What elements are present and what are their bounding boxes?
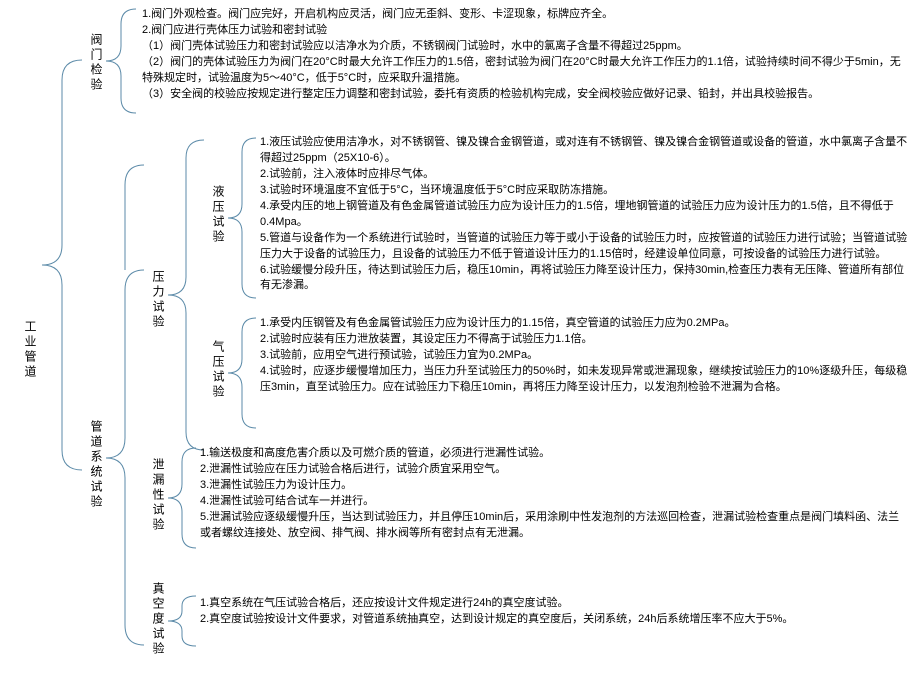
- pneu-l3: 3.试验前，应用空气进行预试验，试验压力宜为0.2MPa。: [260, 348, 910, 364]
- leak-content: 1.输送极度和高度危害介质以及可燃介质的管道，必须进行泄漏性试验。 2.泄漏性试…: [200, 446, 910, 542]
- pneu-l1: 1.承受内压钢管及有色金属管试验压力应为设计压力的1.15倍，真空管道的试验压力…: [260, 316, 910, 332]
- hydro-l3: 3.试验时环境温度不宜低于5°C，当环境温度低于5°C时应采取防冻措施。: [260, 183, 910, 199]
- leak-l4: 4.泄漏性试验可结合试车一并进行。: [200, 494, 910, 510]
- pressure-bracket: [168, 140, 204, 450]
- vac-l1: 1.真空系统在气压试验合格后，还应按设计文件规定进行24h的真空度试验。: [200, 596, 900, 612]
- vac-label: 真空度试验: [150, 582, 167, 657]
- pressure-label: 压力试验: [150, 270, 167, 330]
- valve-l1: 1.阀门外观检查。阀门应完好，开启机构应灵活，阀门应无歪斜、变形、卡涩现象，标牌…: [142, 7, 902, 23]
- vac-content: 1.真空系统在气压试验合格后，还应按设计文件规定进行24h的真空度试验。 2.真…: [200, 596, 900, 628]
- valve-l3: （1）阀门壳体试验压力和密封试验应以洁净水为介质，不锈钢阀门试验时，水中的氯离子…: [142, 39, 902, 55]
- leak-l3: 3.泄漏性试验压力为设计压力。: [200, 478, 910, 494]
- hydro-l1: 1.液压试验应使用洁净水，对不锈钢管、镍及镍合金钢管道，或对连有不锈钢管、镍及镍…: [260, 135, 910, 167]
- hydro-label: 液压试验: [210, 185, 227, 245]
- hydro-l6: 6.试验缓慢分段升压，待达到试验压力后，稳压10min，再将试验压力降至设计压力…: [260, 263, 910, 295]
- hydro-bracket: [228, 138, 256, 298]
- pneu-l4: 4.试验时，应逐步缓慢增加压力，当压力升至试验压力的50%时，如未发现异常或泄漏…: [260, 364, 910, 396]
- valve-l5: （3）安全阀的校验应按规定进行整定压力调整和密封试验，委托有资质的检验机构完成，…: [142, 87, 902, 103]
- hydro-l5: 5.管道与设备作为一个系统进行试验时，当管道的试验压力等于或小于设备的试验压力时…: [260, 231, 910, 263]
- hydro-l4: 4.承受内压的地上钢管道及有色金属管道试验压力应为设计压力的1.5倍，埋地钢管道…: [260, 199, 910, 231]
- valve-l2: 2.阀门应进行壳体压力试验和密封试验: [142, 23, 902, 39]
- hydro-l2: 2.试验前，注入液体时应排尽气体。: [260, 167, 910, 183]
- pneu-content: 1.承受内压钢管及有色金属管试验压力应为设计压力的1.15倍，真空管道的试验压力…: [260, 316, 910, 396]
- root-bracket: [42, 60, 82, 470]
- system-bracket: [106, 165, 144, 645]
- leak-label: 泄漏性试验: [150, 458, 167, 533]
- vac-bracket: [168, 596, 196, 646]
- system-label: 管道系统试验: [88, 420, 105, 510]
- hydro-content: 1.液压试验应使用洁净水，对不锈钢管、镍及镍合金钢管道，或对连有不锈钢管、镍及镍…: [260, 135, 910, 294]
- pneu-l2: 2.试验时应装有压力泄放装置，其设定压力不得高于试验压力1.1倍。: [260, 332, 910, 348]
- pneu-label: 气压试验: [210, 340, 227, 400]
- valve-bracket: [106, 9, 136, 113]
- leak-bracket: [168, 448, 196, 548]
- valve-content: 1.阀门外观检查。阀门应完好，开启机构应灵活，阀门应无歪斜、变形、卡涩现象，标牌…: [142, 7, 902, 103]
- vac-l2: 2.真空度试验按设计文件要求，对管道系统抽真空，达到设计规定的真空度后，关闭系统…: [200, 612, 900, 628]
- leak-l1: 1.输送极度和高度危害介质以及可燃介质的管道，必须进行泄漏性试验。: [200, 446, 910, 462]
- leak-l2: 2.泄漏性试验应在压力试验合格后进行，试验介质宜采用空气。: [200, 462, 910, 478]
- leak-l5: 5.泄漏试验应逐级缓慢升压，当达到试验压力，并且停压10min后，采用涂刷中性发…: [200, 510, 910, 542]
- root-label: 工业管道: [22, 320, 39, 380]
- pneu-bracket: [228, 318, 256, 428]
- valve-l4: （2）阀门的壳体试验压力为阀门在20°C时最大允许工作压力的1.5倍，密封试验为…: [142, 55, 902, 87]
- valve-label: 阀门检验: [88, 33, 105, 93]
